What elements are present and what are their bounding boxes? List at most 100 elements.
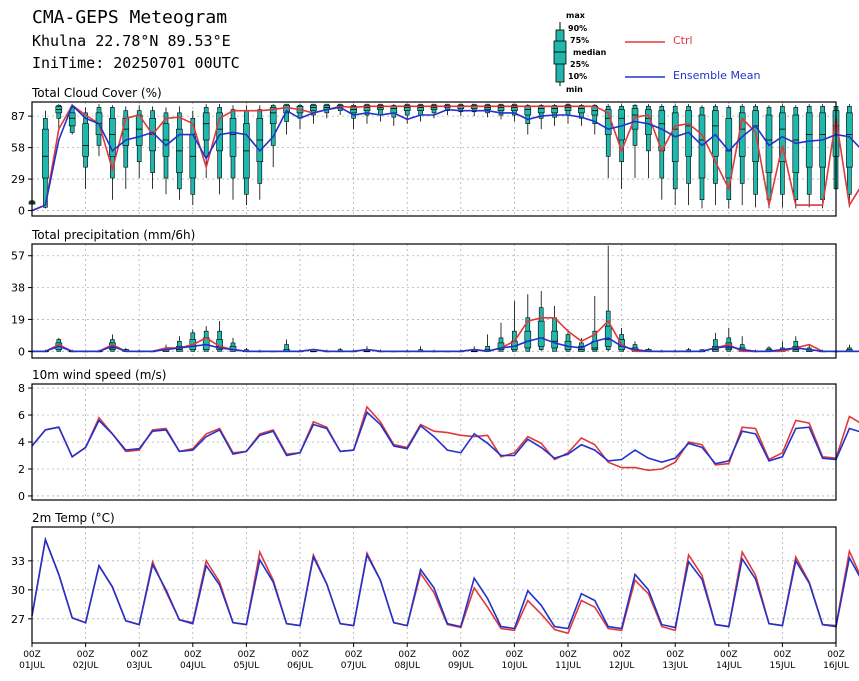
y-tick-label: 4: [18, 436, 25, 449]
boxplot: [671, 104, 679, 206]
boxplot-inner-box: [283, 104, 290, 114]
x-tick-label-date: 06JUL: [287, 661, 313, 671]
y-tick-label: 2: [18, 463, 25, 476]
boxplot: [350, 104, 357, 130]
panel-title: 10m wind speed (m/s): [32, 368, 166, 382]
boxplot: [403, 103, 411, 124]
boxplot-inner-box: [135, 114, 143, 146]
boxplot-outer-box: [270, 104, 276, 146]
x-tick-label-hour: 00Z: [238, 650, 256, 660]
x-tick-label-date: 02JUL: [73, 661, 99, 671]
title-block: CMA-GEPS Meteogram Khulna 22.78°N 89.53°…: [32, 6, 240, 74]
boxplot-inner-box: [202, 112, 210, 141]
boxplot-inner-box: [310, 104, 317, 111]
y-tick-label: 57: [11, 250, 25, 263]
boxplot: [243, 105, 250, 206]
boxplot-inner-box: [511, 104, 518, 111]
boxplot: [765, 105, 773, 209]
panel-frame: [31, 526, 837, 644]
panel-frame: [31, 383, 837, 501]
legend-mean-label: Ensemble Mean: [673, 69, 761, 82]
boxplot-inner-box: [269, 107, 277, 125]
y-tick-label: 0: [18, 205, 25, 218]
boxplot: [604, 104, 612, 178]
boxplot: [176, 106, 183, 200]
boxplot-inner-box: [363, 104, 371, 111]
x-tick-label-hour: 00Z: [291, 650, 309, 660]
location-label: Khulna 22.78°N 89.53°E: [32, 32, 231, 50]
y-tick-label: 87: [11, 110, 25, 123]
boxplot-inner-box: [712, 110, 719, 157]
boxplot-inner-box: [68, 112, 76, 127]
boxplot-inner-box: [403, 104, 411, 111]
boxplot: [256, 105, 264, 200]
x-tick-label-hour: 00Z: [774, 650, 792, 660]
legend-min: min: [566, 85, 583, 94]
y-tick-label: 38: [11, 282, 25, 295]
boxplot-inner-box: [698, 114, 706, 179]
x-tick-label-hour: 00Z: [827, 650, 845, 660]
y-tick-label: 0: [18, 345, 25, 358]
boxplot: [109, 334, 116, 352]
x-tick-label-date: 03JUL: [126, 661, 152, 671]
y-tick-label: 58: [11, 142, 25, 155]
legend-p75: 75%: [570, 36, 590, 45]
x-tick-label-hour: 00Z: [506, 650, 524, 660]
boxplot: [591, 104, 599, 135]
boxplot: [390, 104, 398, 126]
legend-graphics: [553, 22, 665, 86]
boxplot-inner-box: [524, 106, 532, 116]
y-tick-label: 19: [11, 313, 25, 326]
x-tick-label-date: 08JUL: [394, 661, 420, 671]
x-tick-label-date: 12JUL: [609, 661, 635, 671]
boxplot: [470, 346, 478, 353]
boxplot: [604, 245, 612, 352]
boxplot-inner-box: [537, 106, 545, 114]
y-tick-label: 27: [11, 613, 25, 626]
x-tick-label-hour: 00Z: [613, 650, 631, 660]
ensemble-mean-line: [31, 536, 859, 630]
y-tick-label: 30: [11, 584, 25, 597]
boxplot: [176, 336, 183, 352]
ensemble-mean-line: [32, 337, 859, 353]
panel-frame: [31, 243, 837, 359]
boxplot: [712, 104, 719, 206]
legend-median: median: [573, 48, 607, 57]
boxplot-inner-box: [497, 104, 505, 111]
legend-ctrl-label: Ctrl: [673, 34, 693, 47]
y-tick-label: 0: [18, 490, 25, 503]
boxplot: [685, 104, 692, 206]
x-tick-label-date: 11JUL: [555, 661, 581, 671]
boxplot: [564, 103, 572, 124]
boxplot: [283, 339, 290, 352]
boxplot: [725, 105, 733, 209]
boxplot: [202, 104, 210, 178]
boxplot: [805, 104, 813, 208]
boxplot-inner-box: [604, 325, 612, 347]
panel-1: Total precipitation (mm/6h) 0 19 38 57: [11, 228, 859, 359]
panel-title: Total Cloud Cover (%): [31, 86, 162, 100]
x-tick-label-hour: 00Z: [398, 650, 416, 660]
boxplot: [229, 105, 237, 200]
x-tick-label-hour: 00Z: [345, 650, 363, 660]
x-tick-label-date: 10JUL: [502, 661, 528, 671]
x-tick-label-date: 05JUL: [234, 661, 260, 671]
x-tick-label-hour: 00Z: [130, 650, 148, 660]
x-tick-label-hour: 00Z: [452, 650, 470, 660]
boxplot-inner-box: [229, 117, 237, 157]
boxplot: [537, 290, 545, 352]
boxplot-inner-box: [417, 104, 424, 111]
boxplot-inner-box: [42, 128, 49, 179]
legend-p25: 25%: [570, 60, 590, 69]
boxplot-inner-box: [82, 123, 89, 157]
boxplot: [698, 105, 706, 209]
boxplot: [109, 105, 116, 200]
boxplot: [189, 329, 197, 352]
boxplot: [283, 103, 290, 135]
ensemble-mean-line: [31, 103, 859, 212]
legend-max: max: [566, 11, 585, 20]
boxplot-inner-box: [551, 106, 558, 114]
x-tick-label-date: 01JUL: [19, 661, 45, 671]
x-tick-label-date: 15JUL: [770, 661, 796, 671]
panel-0: Total Cloud Cover (%) 0 29 58 87: [11, 86, 859, 218]
